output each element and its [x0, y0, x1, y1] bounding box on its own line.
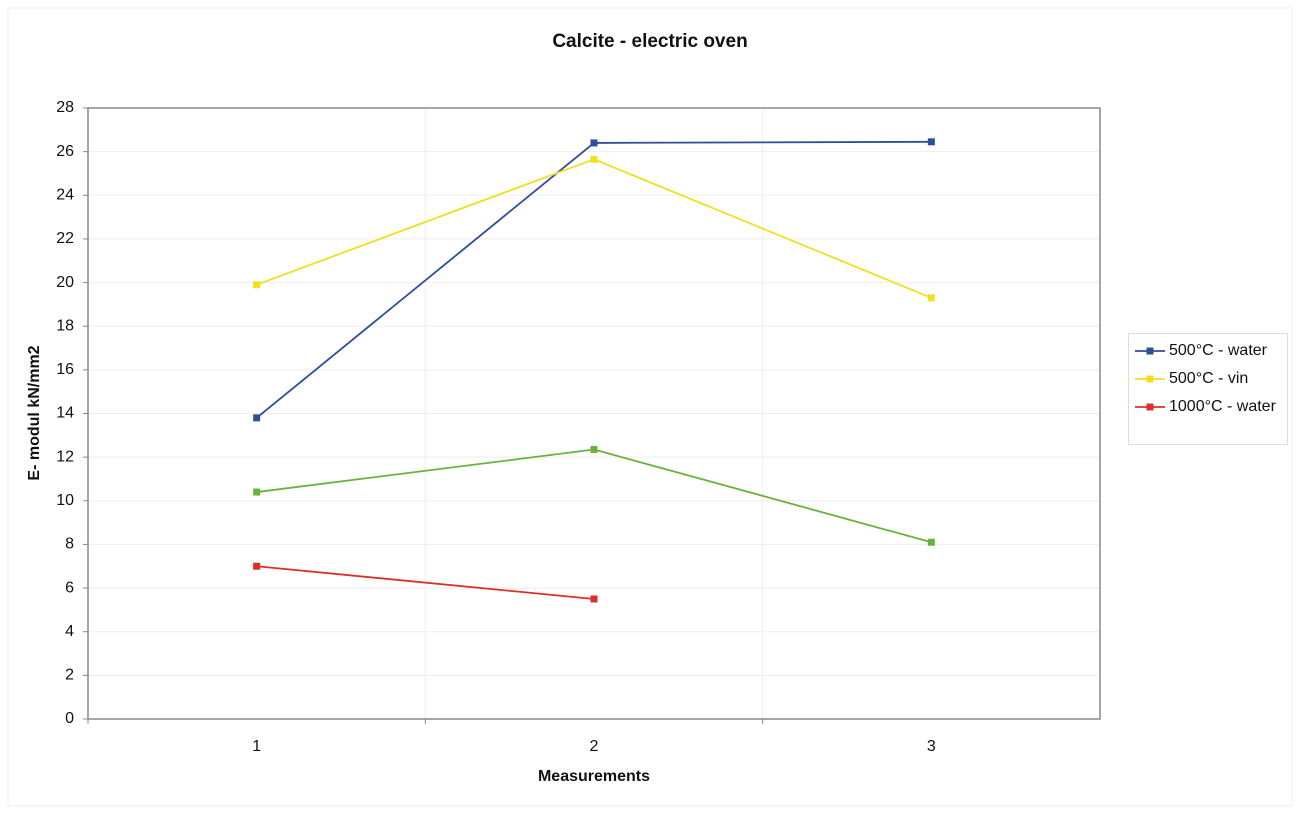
data-point	[253, 281, 261, 289]
chart-title: Calcite - electric oven	[552, 31, 747, 52]
legend-swatch	[1135, 403, 1165, 411]
y-tick-label: 22	[56, 230, 74, 247]
data-point	[927, 294, 935, 302]
data-point	[253, 414, 261, 422]
data-point	[590, 446, 598, 454]
y-tick-label: 18	[56, 317, 74, 334]
plot-border	[87, 107, 1101, 720]
data-point	[590, 139, 598, 147]
legend-label: 1000°C - water	[1169, 398, 1276, 415]
y-tick-label: 6	[65, 579, 74, 596]
x-tick-label: 1	[252, 738, 261, 755]
y-axis-label: E- modul kN/mm2	[26, 345, 43, 480]
series-line	[256, 565, 595, 600]
y-tick-label: 26	[56, 143, 74, 160]
y-tick-label: 10	[56, 492, 74, 509]
legend-swatch	[1135, 375, 1165, 383]
y-tick-label: 28	[56, 99, 74, 116]
x-axis-label: Measurements	[538, 768, 650, 785]
legend-item: 500°C - vin	[1133, 370, 1287, 388]
legend-item: 1000°C - water	[1133, 398, 1287, 416]
data-point	[590, 595, 598, 603]
data-point	[590, 155, 598, 163]
legend-label: 500°C - water	[1169, 342, 1267, 359]
legend: 500°C - water 500°C - vin 1000°C - water	[1128, 333, 1288, 445]
data-point	[927, 538, 935, 546]
data-point	[253, 488, 261, 496]
y-tick-label: 16	[56, 361, 74, 378]
legend-swatch	[1135, 347, 1165, 355]
data-point	[927, 138, 935, 146]
data-point	[253, 562, 261, 570]
x-tick-label: 2	[590, 738, 599, 755]
legend-marker	[1146, 375, 1154, 383]
y-tick-label: 0	[65, 710, 74, 727]
y-tick-label: 14	[56, 405, 74, 422]
y-tick-label: 2	[65, 667, 74, 684]
legend-label: 500°C - vin	[1169, 370, 1249, 387]
legend-item: 500°C - water	[1133, 342, 1287, 360]
x-tick-label: 3	[927, 738, 936, 755]
y-tick-label: 12	[56, 448, 74, 465]
y-tick-label: 4	[65, 623, 74, 640]
y-tick-label: 20	[56, 274, 74, 291]
y-tick-label: 24	[56, 187, 74, 204]
y-tick-label: 8	[65, 536, 74, 553]
legend-marker	[1146, 347, 1154, 355]
legend-marker	[1146, 403, 1154, 411]
